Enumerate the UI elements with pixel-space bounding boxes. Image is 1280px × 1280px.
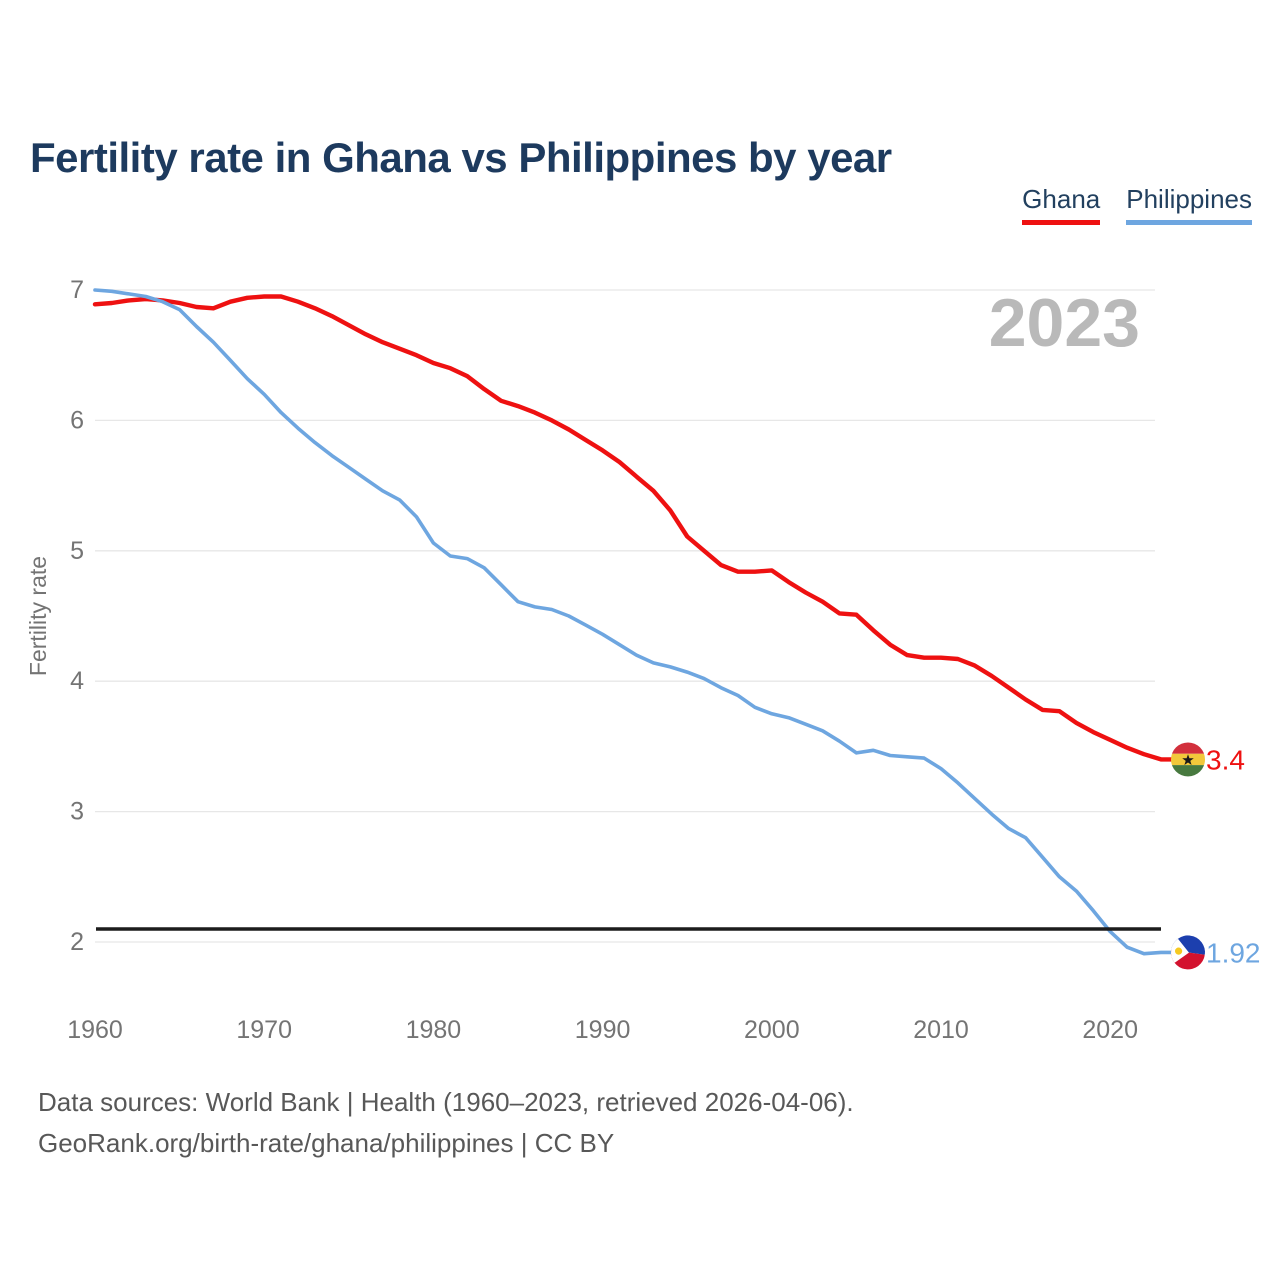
- y-tick-label-6: 6: [70, 406, 84, 434]
- legend-label-ghana: Ghana: [1022, 184, 1101, 214]
- legend-item-philippines[interactable]: Philippines: [1126, 184, 1252, 225]
- y-tick-label-3: 3: [70, 798, 84, 826]
- y-tick-label-5: 5: [70, 537, 84, 565]
- x-tick-label-1990: 1990: [575, 1016, 631, 1044]
- year-watermark: 2023: [989, 285, 1140, 361]
- data-sources-line: Data sources: World Bank | Health (1960–…: [38, 1087, 854, 1117]
- legend-item-ghana[interactable]: Ghana: [1022, 184, 1101, 225]
- chart-area: 2023 2 3 4 5 6 7 1960 1970 1980 1990 2000 2010 2020 Fe…: [0, 240, 1280, 1090]
- chart-footer: Data sources: World Bank | Health (1960–…: [38, 1082, 854, 1164]
- y-tick-label-7: 7: [70, 276, 84, 304]
- x-tick-label-1970: 1970: [236, 1016, 292, 1044]
- philippines-end-value: 1.92: [1206, 937, 1261, 968]
- legend-label-philippines: Philippines: [1126, 184, 1252, 214]
- ghana-end-value: 3.4: [1206, 744, 1245, 775]
- philippines-flag-icon: [1168, 933, 1208, 972]
- attribution-line: GeoRank.org/birth-rate/ghana/philippines…: [38, 1128, 615, 1158]
- x-tick-label-1960: 1960: [67, 1016, 123, 1044]
- y-tick-label-2: 2: [70, 928, 84, 956]
- y-axis-label: Fertility rate: [25, 556, 51, 676]
- x-tick-label-2020: 2020: [1082, 1016, 1138, 1044]
- y-tick-label-4: 4: [70, 667, 84, 695]
- chart-title: Fertility rate in Ghana vs Philippines b…: [30, 134, 892, 182]
- x-tick-label-2000: 2000: [744, 1016, 800, 1044]
- fertility-chart: 2023 2 3 4 5 6 7 1960 1970 1980 1990 2000 2010 2020 Fe…: [25, 276, 1261, 1044]
- philippines-line[interactable]: [93, 288, 1174, 956]
- x-tick-label-2010: 2010: [913, 1016, 969, 1044]
- ghana-line[interactable]: [92, 294, 1175, 762]
- ghana-flag-icon: [1171, 742, 1205, 777]
- chart-legend: Ghana Philippines: [1022, 184, 1252, 225]
- x-tick-label-1980: 1980: [406, 1016, 462, 1044]
